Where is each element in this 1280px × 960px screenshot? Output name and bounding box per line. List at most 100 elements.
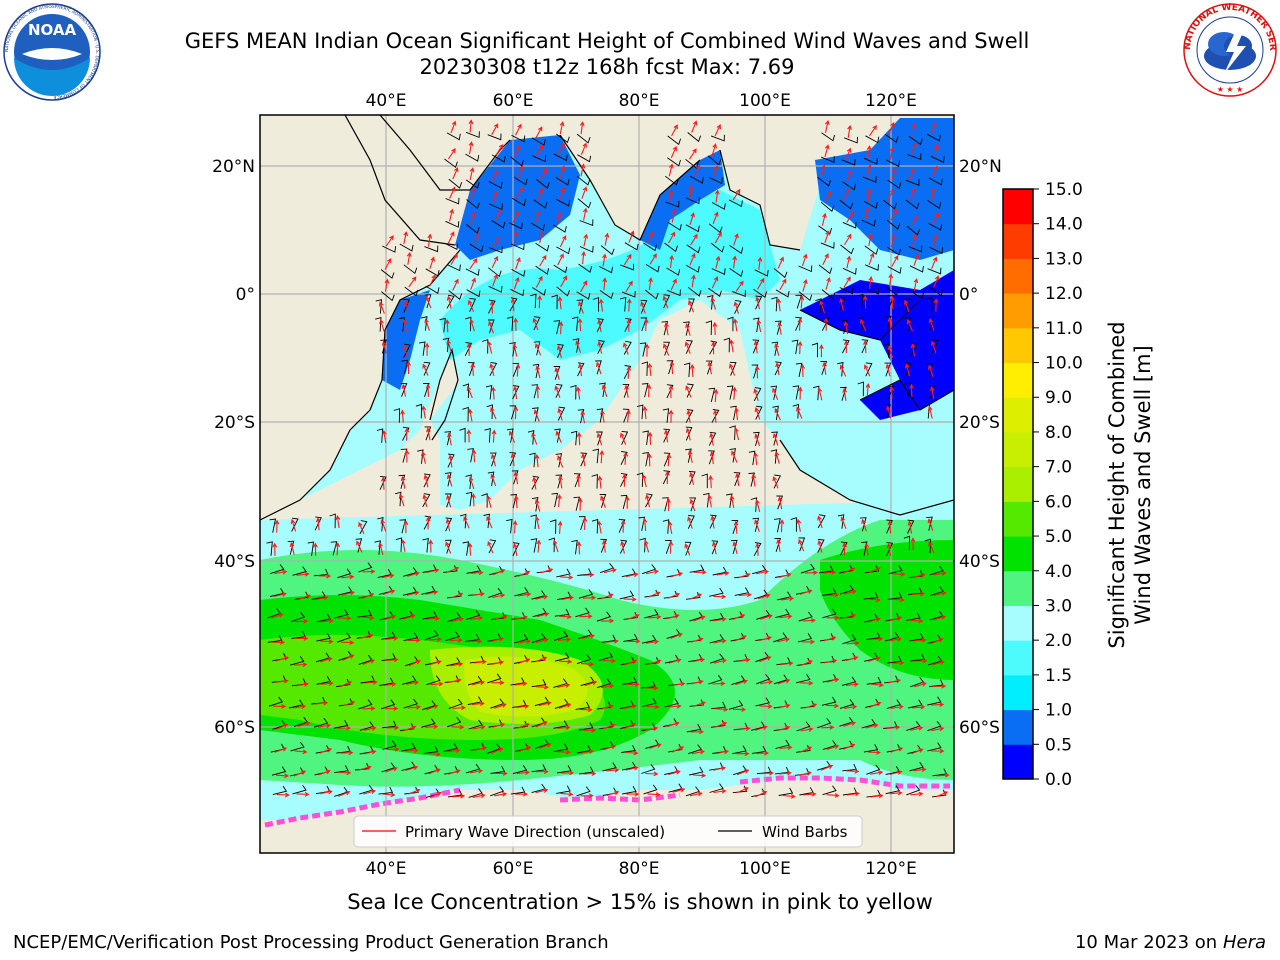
wind-barb — [421, 316, 428, 331]
wind-barb — [577, 154, 592, 163]
wave-arrow — [298, 594, 312, 600]
wind-barb — [687, 744, 703, 755]
wave-arrow — [535, 275, 543, 288]
wave-arrow — [689, 212, 695, 225]
wind-barb — [576, 291, 591, 300]
wave-arrow — [560, 595, 575, 601]
wave-arrow — [338, 790, 351, 797]
wave-arrow — [471, 680, 485, 686]
footer-host: Hera — [1222, 932, 1266, 953]
wave-arrow — [688, 184, 694, 199]
wave-arrow — [707, 361, 713, 375]
wave-arrow — [315, 700, 329, 706]
colorbar-tick-label: 5.0 — [1045, 527, 1072, 547]
wave-arrow — [846, 768, 860, 774]
wind-barb — [636, 472, 644, 488]
wind-barb — [886, 159, 901, 168]
wave-arrow — [401, 383, 407, 397]
wind-barb — [419, 341, 426, 356]
wind-barb — [466, 199, 480, 210]
wind-barb — [885, 286, 900, 296]
wind-barb — [598, 651, 614, 662]
wave-arrow — [668, 189, 674, 203]
wave-arrow — [647, 453, 652, 467]
wave-arrow — [487, 340, 493, 354]
wave-arrow — [826, 677, 840, 683]
wind-barb — [553, 678, 568, 688]
wind-barb — [774, 538, 782, 552]
wave-arrow — [891, 255, 899, 267]
wave-arrow — [733, 520, 739, 534]
lon-label-120e: 120°E — [865, 91, 917, 111]
wave-arrow — [514, 681, 528, 687]
wave-arrow — [647, 792, 661, 797]
wave-arrow — [737, 657, 751, 663]
wave-direction-arrows — [270, 119, 950, 799]
wave-arrow — [824, 144, 830, 158]
wind-barb — [620, 472, 628, 487]
wave-arrow — [402, 318, 408, 332]
wave-arrow — [669, 254, 675, 268]
wave-arrow — [270, 613, 284, 619]
wave-arrow — [821, 725, 835, 730]
wave-arrow — [403, 299, 409, 313]
wave-arrow — [712, 165, 719, 178]
wave-arrow — [797, 386, 803, 400]
wave-arrow — [452, 278, 459, 291]
wind-barb — [403, 632, 419, 642]
noaa-logo: NOAA NATIONAL OCEANIC AND ATMOSPHERIC AD… — [3, 3, 101, 101]
map-frame — [259, 114, 955, 854]
wind-barb — [592, 296, 600, 312]
wind-barb — [906, 225, 921, 236]
wave-arrow — [732, 613, 746, 620]
wind-barb — [820, 156, 835, 163]
wave-arrow — [580, 453, 586, 467]
wave-arrow — [729, 494, 735, 508]
wave-arrow — [513, 317, 519, 331]
wave-arrow — [491, 636, 505, 642]
colorbar-tick-label: 9.0 — [1045, 388, 1072, 408]
wave-arrow — [666, 498, 671, 512]
wind-barb — [446, 264, 461, 272]
wind-barb — [645, 289, 659, 300]
wind-barb — [403, 264, 418, 275]
wind-barb — [551, 492, 559, 508]
wave-arrow — [403, 614, 416, 620]
wave-arrow — [689, 593, 703, 600]
wave-arrow — [422, 363, 429, 376]
wave-arrow — [796, 406, 803, 419]
wave-arrow — [512, 210, 519, 223]
wind-barb — [730, 539, 738, 555]
wind-barb — [333, 720, 349, 729]
wind-barb — [812, 385, 820, 401]
wave-arrow — [560, 574, 574, 580]
wave-arrow — [425, 383, 431, 397]
colorbar-tick-label: 14.0 — [1045, 215, 1083, 235]
wave-arrow — [648, 614, 662, 620]
wave-arrow — [577, 363, 583, 377]
wind-barb — [445, 539, 452, 554]
wave-arrow — [777, 496, 783, 510]
wave-arrow — [518, 745, 532, 752]
wind-barb — [884, 133, 899, 144]
wind-barb — [488, 246, 503, 254]
wind-barb — [486, 404, 493, 420]
wave-arrow — [470, 362, 476, 376]
wave-arrow — [890, 208, 898, 221]
wind-barb — [710, 242, 725, 253]
wave-arrow — [707, 494, 713, 508]
wave-arrow — [342, 590, 356, 596]
wind-barb — [708, 450, 715, 465]
wind-barb — [822, 608, 837, 619]
lat-label-20n-right: 20°N — [959, 157, 1002, 177]
wave-arrow — [405, 765, 419, 772]
wave-arrow — [693, 164, 701, 177]
footer-branch: NCEP/EMC/Verification Post Processing Pr… — [13, 932, 609, 953]
svg-text:★ ★ ★: ★ ★ ★ — [1217, 85, 1244, 94]
wave-arrow — [822, 361, 827, 375]
wave-arrow — [842, 542, 847, 556]
wave-arrow — [909, 167, 915, 181]
wave-arrow — [754, 407, 761, 420]
wind-barb — [904, 316, 912, 332]
wave-arrow — [667, 721, 680, 728]
